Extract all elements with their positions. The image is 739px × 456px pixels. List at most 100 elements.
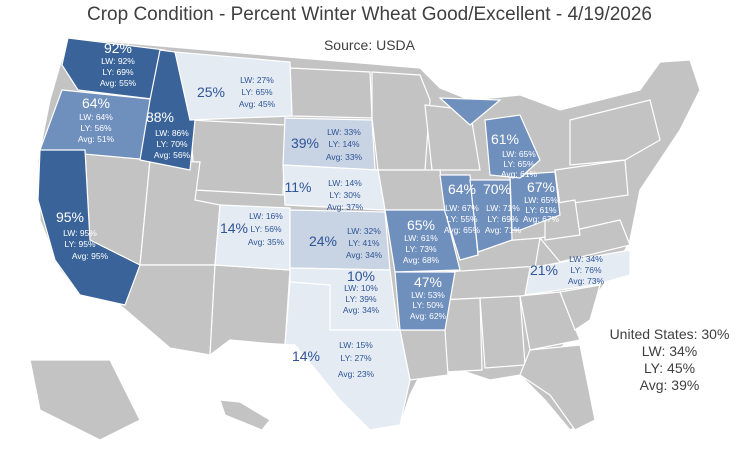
reported-states bbox=[37, 37, 631, 431]
lw-MI: LW: 65% bbox=[502, 149, 536, 159]
lw-NE: LW: 14% bbox=[328, 178, 362, 188]
pct-OR: 64% bbox=[82, 95, 110, 111]
label-ID: 88% LW: 86% LY: 70% Avg: 56% bbox=[146, 109, 191, 160]
pct-OH: 67% bbox=[527, 179, 555, 195]
avg-MT: Avg: 45% bbox=[239, 99, 276, 109]
state-CA bbox=[37, 149, 141, 306]
state-WA bbox=[61, 37, 166, 101]
label-IL: 64% LW: 67% LY: 55% Avg: 65% bbox=[444, 181, 481, 235]
pct-MT: 25% bbox=[197, 84, 225, 100]
avg-CA: Avg: 95% bbox=[72, 251, 109, 261]
avg-WA: Avg: 55% bbox=[100, 78, 137, 88]
ly-OH: LY: 61% bbox=[525, 205, 556, 215]
state-NM bbox=[209, 264, 291, 357]
national-last-week: LW: 34% bbox=[641, 343, 698, 359]
state-IA bbox=[377, 169, 446, 211]
ly-TX: LY: 27% bbox=[340, 353, 371, 363]
state-ND bbox=[289, 67, 373, 119]
lw-IL: LW: 67% bbox=[445, 203, 479, 213]
lw-OH: LW: 65% bbox=[524, 195, 558, 205]
national-average: Avg: 39% bbox=[639, 377, 700, 393]
pct-KS: 24% bbox=[309, 233, 337, 249]
label-AR: 47% LW: 53% LY: 50% Avg: 62% bbox=[410, 274, 447, 321]
pct-NE: 11% bbox=[285, 179, 312, 195]
lw-OR: LW: 64% bbox=[79, 112, 113, 122]
ly-KS: LY: 41% bbox=[348, 238, 379, 248]
state-AL bbox=[479, 295, 526, 369]
ly-CO: LY: 56% bbox=[250, 224, 281, 234]
state-VA bbox=[538, 219, 631, 263]
ly-CA: LY: 95% bbox=[64, 239, 95, 249]
pct-IN: 70% bbox=[483, 181, 511, 197]
lw-WA: LW: 92% bbox=[101, 56, 135, 66]
pct-IL: 64% bbox=[448, 181, 476, 197]
avg-TX: Avg: 23% bbox=[338, 369, 375, 379]
state-NC bbox=[524, 249, 631, 296]
state-IL bbox=[439, 174, 479, 261]
pct-CO: 14% bbox=[220, 220, 248, 236]
label-TX: 14% LW: 15% LY: 27% Avg: 23% bbox=[292, 340, 375, 379]
state-MT bbox=[174, 51, 293, 121]
chart-title: Crop Condition - Percent Winter Wheat Go… bbox=[86, 4, 652, 25]
label-CO: 14% LW: 16% LY: 56% Avg: 35% bbox=[220, 211, 285, 247]
lw-CO: LW: 16% bbox=[249, 211, 283, 221]
pct-MO: 65% bbox=[407, 217, 435, 233]
avg-IN: Avg: 71% bbox=[485, 225, 522, 235]
ly-NC: LY: 76% bbox=[570, 265, 601, 275]
state-labels: 92% LW: 92% LY: 69% Avg: 55% 64% LW: 64%… bbox=[56, 40, 605, 379]
lw-NC: LW: 34% bbox=[569, 254, 603, 264]
ly-ID: LY: 70% bbox=[156, 139, 187, 149]
avg-MO: Avg: 68% bbox=[403, 255, 440, 265]
avg-MI: Avg: 61% bbox=[501, 169, 538, 179]
ly-AR: LY: 50% bbox=[412, 300, 443, 310]
state-MO bbox=[384, 209, 461, 273]
ly-IL: LY: 55% bbox=[446, 214, 477, 224]
lw-AR: LW: 53% bbox=[411, 290, 445, 300]
pct-WA: 92% bbox=[104, 40, 132, 56]
avg-NE: Avg: 37% bbox=[327, 202, 364, 212]
ly-IN: LY: 69% bbox=[487, 214, 518, 224]
state-IN bbox=[469, 179, 513, 253]
state-SC bbox=[559, 284, 601, 331]
national-summary: United States: 30% LW: 34% LY: 45% Avg: … bbox=[600, 326, 739, 394]
pct-SD: 39% bbox=[291, 135, 319, 151]
ly-MT: LY: 65% bbox=[241, 87, 272, 97]
avg-CO: Avg: 35% bbox=[248, 237, 285, 247]
label-MI: 61% LW: 65% LY: 65% Avg: 61% bbox=[491, 131, 538, 179]
pct-OK: 10% bbox=[347, 268, 375, 284]
lw-IN: LW: 71% bbox=[486, 203, 520, 213]
state-NY bbox=[569, 99, 661, 166]
pct-ID: 88% bbox=[146, 109, 174, 125]
lw-SD: LW: 33% bbox=[327, 127, 361, 137]
pct-AR: 47% bbox=[414, 274, 442, 290]
ly-MO: LY: 73% bbox=[405, 244, 436, 254]
state-OH bbox=[509, 171, 561, 231]
ly-WA: LY: 69% bbox=[102, 67, 133, 77]
avg-OH: Avg: 67% bbox=[523, 214, 560, 224]
label-OK: 10% LW: 10% LY: 39% Avg: 34% bbox=[343, 268, 380, 315]
chart-source: Source: USDA bbox=[323, 37, 416, 53]
lw-OK: LW: 10% bbox=[344, 283, 378, 293]
label-CA: 95% LW: 95% LY: 95% Avg: 95% bbox=[56, 209, 109, 261]
ly-NE: LY: 30% bbox=[329, 190, 360, 200]
state-TX bbox=[239, 281, 411, 431]
label-NC: 21% LW: 34% LY: 76% Avg: 73% bbox=[530, 254, 605, 286]
pct-NC: 21% bbox=[530, 262, 558, 278]
avg-ID: Avg: 56% bbox=[154, 150, 191, 160]
label-OH: 67% LW: 65% LY: 61% Avg: 67% bbox=[523, 179, 560, 224]
label-SD: 39% LW: 33% LY: 14% Avg: 33% bbox=[291, 127, 363, 162]
ly-OK: LY: 39% bbox=[345, 294, 376, 304]
pct-CA: 95% bbox=[56, 209, 84, 225]
avg-KS: Avg: 34% bbox=[346, 250, 383, 260]
national-last-year: LY: 45% bbox=[643, 360, 696, 376]
label-OR: 64% LW: 64% LY: 56% Avg: 51% bbox=[78, 95, 115, 144]
avg-OK: Avg: 34% bbox=[343, 305, 380, 315]
lw-ID: LW: 86% bbox=[155, 128, 189, 138]
lw-MO: LW: 61% bbox=[404, 233, 438, 243]
label-IN: 70% LW: 71% LY: 69% Avg: 71% bbox=[483, 181, 522, 235]
avg-AR: Avg: 62% bbox=[410, 311, 447, 321]
state-WY bbox=[189, 119, 286, 196]
label-NE: 11% LW: 14% LY: 30% Avg: 37% bbox=[285, 178, 364, 212]
lw-TX: LW: 15% bbox=[339, 340, 373, 350]
state-AR bbox=[394, 271, 456, 331]
